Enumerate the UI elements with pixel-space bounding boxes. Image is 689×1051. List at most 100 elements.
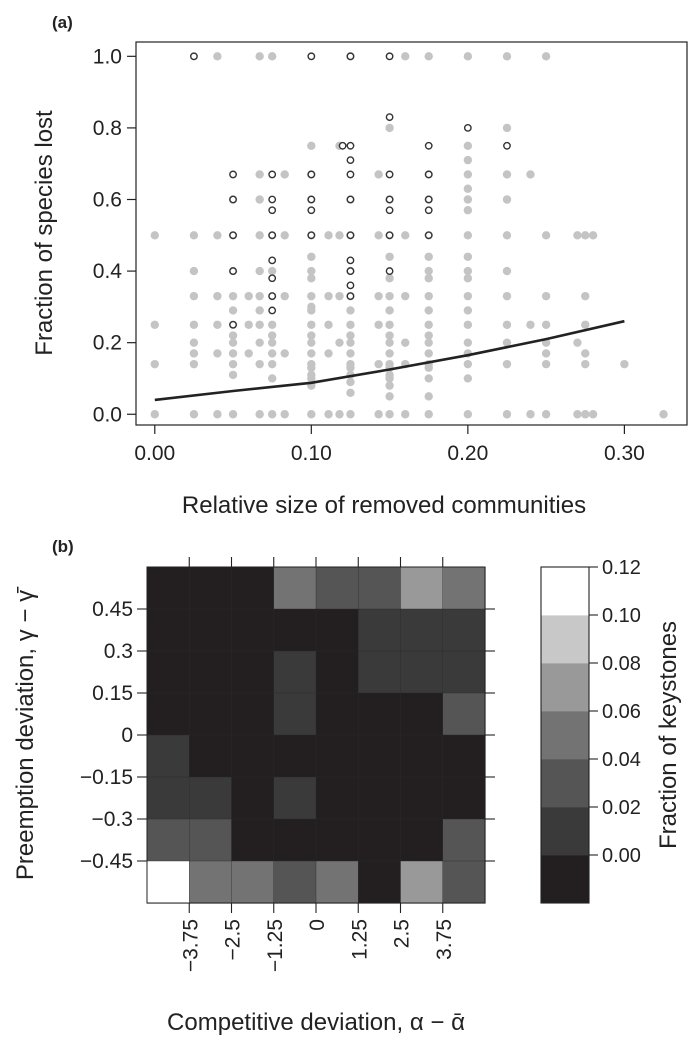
heatmap-cell — [189, 776, 233, 820]
filled-point — [267, 338, 277, 347]
heatmap-cell — [400, 566, 444, 610]
filled-point — [150, 410, 159, 419]
filled-point — [424, 331, 433, 340]
y-tick-label: 0.8 — [93, 117, 122, 140]
filled-point — [335, 291, 344, 301]
filled-point — [573, 410, 582, 419]
heatmap-cell — [189, 650, 233, 694]
filled-point — [541, 410, 551, 419]
filled-point — [541, 359, 551, 369]
filled-point — [280, 170, 289, 179]
filled-point — [581, 410, 590, 419]
heatmap-cell — [231, 860, 275, 904]
filled-point — [255, 195, 264, 204]
filled-point — [335, 410, 344, 419]
y-tick-label: 1.0 — [93, 45, 122, 68]
filled-point — [385, 392, 394, 401]
filled-point — [502, 123, 512, 133]
filled-point — [267, 349, 277, 358]
filled-point — [228, 410, 238, 419]
filled-point — [463, 170, 473, 179]
filled-point — [581, 231, 590, 240]
filled-point — [541, 231, 551, 240]
filled-point — [573, 338, 582, 347]
open-point — [385, 113, 394, 122]
heatmap-cell — [315, 566, 359, 610]
filled-point — [463, 410, 473, 419]
filled-point — [346, 320, 355, 329]
open-point — [385, 170, 394, 179]
filled-point — [213, 231, 222, 240]
filled-point — [189, 410, 199, 419]
heatmap-cell — [189, 608, 233, 652]
filled-point — [335, 231, 344, 240]
filled-point — [267, 410, 277, 419]
filled-point — [213, 410, 222, 419]
colorbar-tick-label: 0.10 — [602, 605, 641, 627]
x-tick-label: 0 — [306, 919, 329, 931]
open-point — [385, 267, 394, 275]
open-point — [229, 267, 237, 275]
filled-point — [424, 266, 433, 276]
open-point — [268, 306, 277, 315]
filled-point — [374, 291, 383, 301]
heatmap-cell — [146, 650, 190, 694]
filled-point — [374, 359, 383, 369]
heatmap-cell — [189, 692, 233, 736]
filled-point — [401, 52, 410, 61]
filled-point — [385, 291, 394, 301]
filled-point — [424, 52, 433, 61]
filled-point — [280, 349, 289, 358]
filled-point — [581, 349, 590, 358]
heatmap-cell — [146, 776, 190, 820]
filled-point — [255, 52, 264, 61]
open-point — [424, 195, 433, 204]
heatmap-cells — [146, 566, 486, 904]
filled-point — [573, 231, 582, 240]
filled-point — [346, 349, 355, 358]
colorbar-tick-label: 0.12 — [602, 557, 641, 579]
y-tick-label: −0.45 — [80, 850, 133, 873]
filled-point — [502, 170, 512, 179]
filled-point — [307, 331, 316, 340]
heatmap-cell — [442, 776, 486, 820]
open-point — [346, 292, 355, 301]
filled-point — [463, 266, 473, 276]
filled-point — [213, 320, 222, 329]
filled-point — [255, 291, 264, 301]
filled-point — [385, 331, 394, 340]
filled-point — [228, 359, 238, 369]
filled-point — [502, 359, 512, 369]
colorbar-tick-label: 0.00 — [602, 845, 641, 867]
filled-point — [255, 170, 264, 179]
x-tick-label: 1.25 — [348, 919, 371, 960]
heatmap-cell — [231, 734, 275, 778]
filled-point — [267, 52, 277, 61]
open-point — [424, 170, 433, 179]
open-point — [346, 170, 355, 179]
heatmap-cell — [400, 692, 444, 736]
filled-point — [385, 349, 394, 358]
x-tick-label: −1.25 — [264, 919, 287, 972]
filled-point — [189, 266, 199, 276]
open-point — [385, 231, 394, 240]
heatmap-cell — [146, 692, 190, 736]
filled-point — [502, 291, 512, 301]
colorbar-title: Fraction of keystones — [655, 621, 682, 849]
filled-point — [189, 349, 199, 358]
open-point — [346, 156, 355, 165]
colorbar-tick-label: 0.02 — [602, 797, 641, 819]
x-axis-title: Competitive deviation, α − ᾱ — [167, 1009, 465, 1036]
heatmap-cell — [442, 650, 486, 694]
heatmap-cell — [358, 608, 402, 652]
heatmap-cell — [315, 692, 359, 736]
filled-point — [346, 388, 355, 397]
filled-point — [463, 141, 473, 151]
x-axis-ticks: 0.00 0.10 0.20 0.30 — [134, 425, 645, 465]
scatter-points — [150, 52, 668, 419]
filled-point — [189, 291, 199, 301]
filled-point — [620, 359, 629, 369]
heatmap-cell — [189, 734, 233, 778]
filled-point — [385, 252, 394, 261]
heatmap-cell — [400, 860, 444, 904]
